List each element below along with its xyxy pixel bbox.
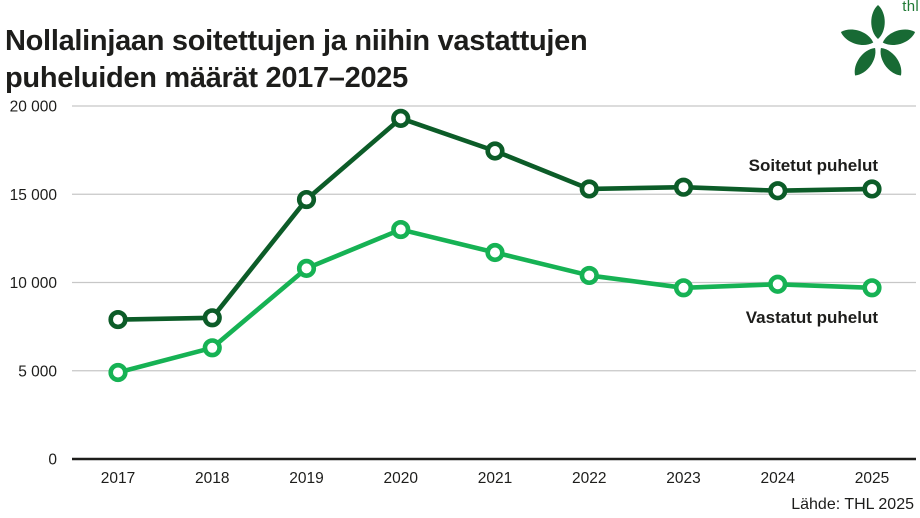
data-point [768, 181, 788, 201]
data-point [862, 278, 882, 298]
y-axis-label: 0 [48, 452, 57, 469]
x-axis-label: 2022 [572, 470, 606, 487]
source-caption: Lähde: THL 2025 [791, 496, 914, 513]
data-point [391, 108, 411, 128]
y-axis-label: 10 000 [10, 275, 58, 292]
data-point [296, 258, 317, 278]
x-axis-label: 2025 [855, 470, 889, 487]
data-point [108, 309, 128, 330]
data-point [768, 274, 788, 294]
data-point [673, 177, 694, 197]
thl-logo: thl [838, 0, 919, 82]
x-axis-label: 2023 [666, 470, 700, 487]
series-label: Vastatut puhelut [746, 308, 879, 327]
x-axis-label: 2018 [195, 470, 229, 487]
x-axis-label: 2020 [384, 470, 419, 487]
data-point [862, 179, 882, 199]
data-point [296, 189, 317, 210]
data-point [673, 278, 694, 298]
data-point [202, 338, 222, 358]
data-point [485, 242, 505, 263]
series-label: Soitetut puhelut [749, 156, 879, 175]
data-point [202, 308, 222, 328]
thl-logo-text: thl [902, 0, 919, 15]
data-point [485, 141, 505, 161]
data-point [108, 362, 128, 383]
y-axis-label: 5 000 [18, 363, 57, 380]
thl-flower-icon [838, 5, 918, 80]
chart-title-line-1: Nollalinjaan soitettujen ja niihin vasta… [5, 25, 588, 58]
x-axis-label: 2017 [101, 470, 135, 487]
x-axis-label: 2019 [289, 470, 323, 487]
data-point [579, 179, 599, 199]
data-point [579, 265, 599, 286]
x-axis-label: 2024 [761, 470, 796, 487]
y-axis-label: 15 000 [10, 187, 58, 204]
chart-title-line-2: puheluiden määrät 2017–2025 [5, 62, 408, 95]
chart-title: Nollalinjaan soitettujen ja niihin vasta… [5, 23, 588, 97]
x-axis-label: 2021 [478, 470, 512, 487]
y-axis-label: 20 000 [10, 99, 58, 116]
data-point [391, 219, 411, 240]
